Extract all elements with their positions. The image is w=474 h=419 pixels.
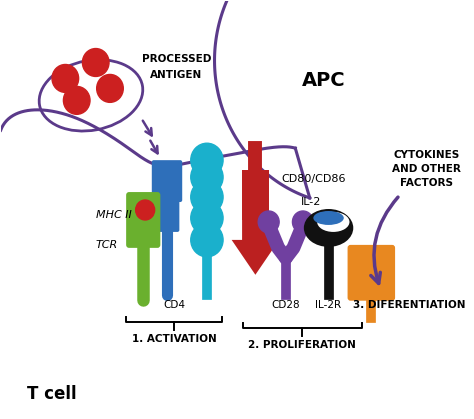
Text: ANTIGEN: ANTIGEN: [150, 70, 202, 80]
Circle shape: [292, 211, 313, 233]
Text: IL-2: IL-2: [301, 197, 322, 207]
Text: APC: APC: [302, 71, 346, 90]
Text: 2. PROLIFERATION: 2. PROLIFERATION: [248, 339, 356, 349]
Circle shape: [191, 180, 223, 214]
Circle shape: [191, 160, 223, 194]
Bar: [242, 170, 269, 220]
FancyBboxPatch shape: [152, 160, 182, 202]
Circle shape: [82, 49, 109, 76]
Text: CD28: CD28: [272, 300, 300, 310]
Text: CD4: CD4: [164, 300, 186, 310]
Text: MHC II: MHC II: [96, 210, 131, 220]
Ellipse shape: [304, 209, 353, 247]
Text: 3. DIFERENTIATION: 3. DIFERENTIATION: [353, 300, 465, 310]
Ellipse shape: [317, 212, 349, 232]
Text: TCR: TCR: [96, 240, 118, 250]
FancyBboxPatch shape: [347, 245, 395, 301]
Text: PROCESSED: PROCESSED: [142, 54, 211, 65]
Text: CYTOKINES: CYTOKINES: [393, 150, 460, 160]
Circle shape: [136, 200, 155, 220]
Text: FACTORS: FACTORS: [400, 178, 453, 188]
FancyBboxPatch shape: [155, 198, 179, 232]
Circle shape: [191, 143, 223, 177]
Text: AND OTHER: AND OTHER: [392, 164, 461, 174]
Text: IL-2R: IL-2R: [316, 300, 342, 310]
Text: 1. ACTIVATION: 1. ACTIVATION: [132, 334, 217, 344]
FancyBboxPatch shape: [126, 192, 160, 248]
Ellipse shape: [313, 211, 344, 225]
Circle shape: [97, 75, 123, 102]
Text: T cell: T cell: [27, 385, 77, 403]
Circle shape: [52, 65, 79, 92]
Circle shape: [258, 211, 279, 233]
FancyArrow shape: [232, 220, 279, 275]
Circle shape: [191, 223, 223, 257]
Text: CD80/CD86: CD80/CD86: [281, 174, 346, 184]
Circle shape: [191, 201, 223, 235]
Circle shape: [64, 86, 90, 114]
